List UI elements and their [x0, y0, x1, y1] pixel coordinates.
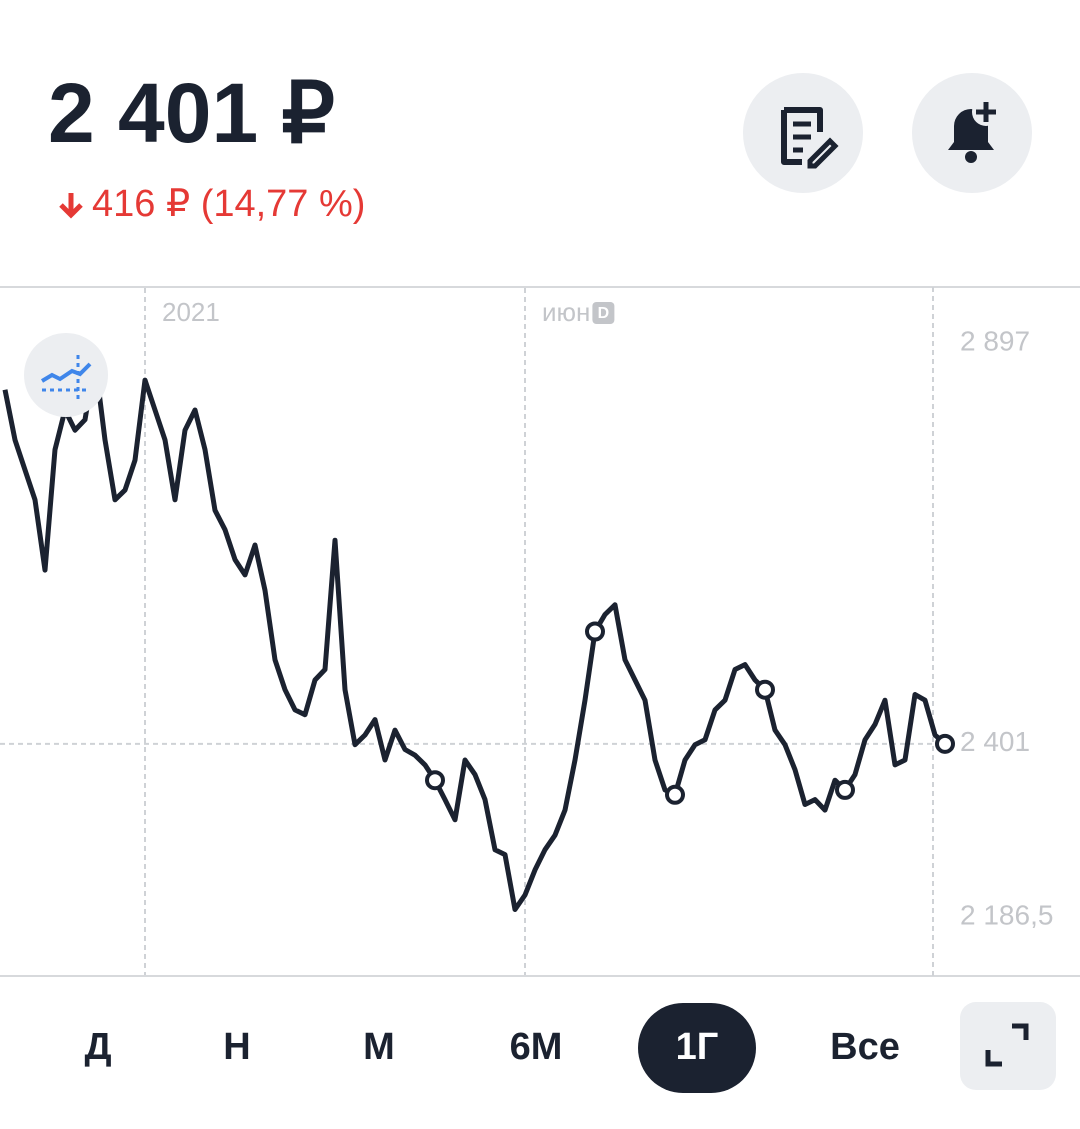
y-tick-label: 2 186,5 [960, 900, 1053, 931]
dividend-badge-label: D [598, 305, 610, 322]
price: 2 401 ₽ [48, 66, 335, 160]
x-tick-label: июн [542, 297, 590, 327]
button-bg [960, 1002, 1056, 1090]
period-label: Н [223, 1026, 250, 1068]
period-tab[interactable]: 6М [510, 1026, 563, 1068]
plus-icon [976, 102, 996, 122]
chart-type-button[interactable] [24, 333, 108, 417]
trend-icon [40, 362, 92, 383]
event-marker [755, 679, 775, 700]
notes-lines [793, 121, 839, 169]
period-tabs: Д Н М 6М 1Г Все [84, 1003, 900, 1093]
event-marker [835, 779, 855, 800]
trend-guides [42, 355, 90, 399]
period-label: Все [830, 1026, 900, 1068]
period-tab[interactable]: Н [223, 1026, 250, 1068]
dividend-badge [592, 302, 615, 324]
price-change: 416 ₽ (14,77 %) [92, 183, 365, 225]
plot: 2 897 2 401 2 186,5 2021 июн D [0, 288, 1053, 975]
x-tick-label: 2021 [162, 297, 220, 327]
expand-icon [985, 1023, 1029, 1067]
period-label: 1Г [676, 1026, 719, 1068]
expand-button[interactable] [960, 1002, 1056, 1090]
button-bg [743, 73, 863, 193]
price-line-series [2, 357, 947, 912]
period-label: М [363, 1026, 395, 1068]
notes-button[interactable] [743, 73, 863, 193]
period-tab[interactable]: Д [84, 1026, 111, 1068]
y-tick-label: 2 401 [960, 726, 1030, 757]
event-marker [425, 770, 445, 791]
alert-button[interactable] [912, 73, 1032, 193]
down-arrow [59, 193, 83, 219]
period-tab[interactable]: М [363, 1026, 395, 1068]
period-tab[interactable]: Все [830, 1026, 900, 1068]
event-marker [665, 784, 685, 805]
period-selected-bg [638, 1003, 756, 1093]
period-tab[interactable]: 1Г [638, 1003, 756, 1093]
period-label: Д [84, 1026, 111, 1068]
notes-icon [781, 107, 823, 165]
y-tick-label: 2 897 [960, 325, 1030, 356]
period-label: 6М [510, 1026, 563, 1068]
event-marker [585, 621, 605, 642]
bell-clapper [965, 151, 977, 163]
event-marker [935, 733, 955, 754]
